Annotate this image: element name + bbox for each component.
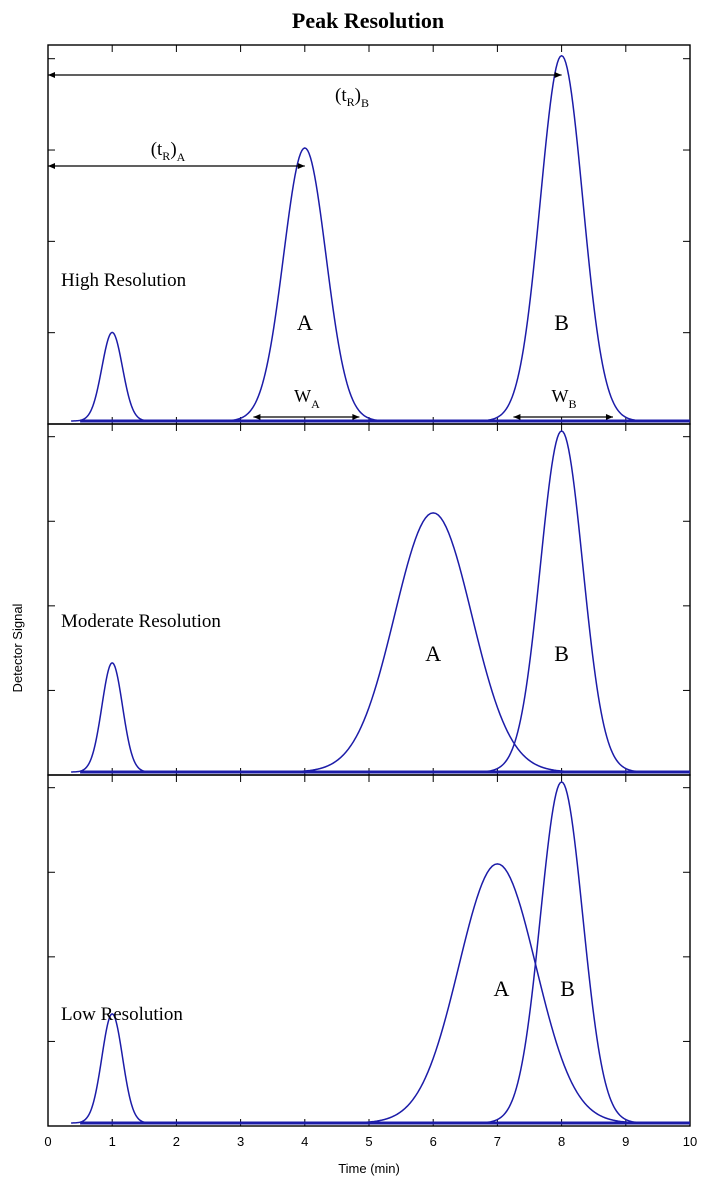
x-tick-label: 7 <box>494 1134 501 1149</box>
arrow-head <box>352 414 360 420</box>
peak-b <box>476 430 647 773</box>
peak-a <box>220 147 390 422</box>
x-tick-label: 2 <box>173 1134 180 1149</box>
peak-a <box>343 863 652 1124</box>
peak-label-a: A <box>493 976 509 1001</box>
width-a-label: WA <box>294 386 320 411</box>
arrow-head <box>297 163 305 169</box>
peak-solvent <box>71 662 154 773</box>
retention-time-a-label: (tR)A <box>151 139 186 164</box>
peak-label-a: A <box>297 310 313 335</box>
x-tick-label: 3 <box>237 1134 244 1149</box>
chart-panel: Low Resolution A B <box>47 774 691 1127</box>
x-tick-label: 6 <box>430 1134 437 1149</box>
peak-label-b: B <box>554 641 569 666</box>
peak-solvent <box>71 331 154 422</box>
x-tick-labels: 0 1 2 3 4 5 6 7 8 9 10 <box>44 1134 697 1149</box>
peak-b <box>476 54 647 422</box>
arrow-head <box>513 414 521 420</box>
x-axis-label: Time (min) <box>338 1161 400 1176</box>
chart-panel: Moderate Resolution A B <box>47 423 691 776</box>
peak-label-b: B <box>560 976 575 1001</box>
panel-label: Moderate Resolution <box>61 611 221 632</box>
x-tick-label: 0 <box>44 1134 51 1149</box>
peak-b <box>476 781 647 1124</box>
arrow-head <box>48 163 55 169</box>
panel-label: Low Resolution <box>61 1004 183 1025</box>
width-b-label: WB <box>551 386 576 411</box>
chart-panel: High Resolution A B <box>47 44 691 425</box>
x-tick-label: 5 <box>365 1134 372 1149</box>
arrow-head <box>605 414 613 420</box>
arrow-head <box>48 72 55 78</box>
x-tick-label: 4 <box>301 1134 308 1149</box>
x-tick-label: 8 <box>558 1134 565 1149</box>
x-tick-label: 9 <box>622 1134 629 1149</box>
panel-label: High Resolution <box>61 270 187 291</box>
chart-title: Peak Resolution <box>292 8 444 33</box>
retention-time-b-label: (tR)B <box>335 85 369 110</box>
peak-label-b: B <box>554 310 569 335</box>
x-tick-label: 10 <box>683 1134 697 1149</box>
peak-label-a: A <box>425 641 441 666</box>
peak-solvent <box>71 1013 154 1124</box>
panel-frame <box>47 44 691 425</box>
x-tick-label: 1 <box>109 1134 116 1149</box>
chart-annotations: (tR)B (tR)A WA WB <box>48 72 613 420</box>
peak-a <box>279 512 588 773</box>
arrow-head <box>253 414 261 420</box>
panel-frame <box>47 423 691 776</box>
panel-frame <box>47 774 691 1127</box>
arrow-head <box>554 72 562 78</box>
y-axis-label: Detector Signal <box>10 603 25 692</box>
